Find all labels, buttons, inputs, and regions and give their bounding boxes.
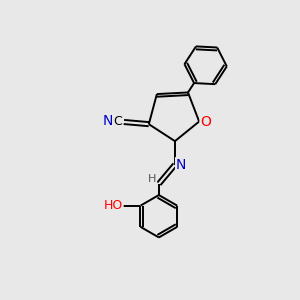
Text: H: H <box>148 174 157 184</box>
Text: O: O <box>200 115 211 128</box>
Text: N: N <box>176 158 186 172</box>
Text: C: C <box>113 115 122 128</box>
Text: N: N <box>103 114 113 128</box>
Text: HO: HO <box>104 199 123 212</box>
